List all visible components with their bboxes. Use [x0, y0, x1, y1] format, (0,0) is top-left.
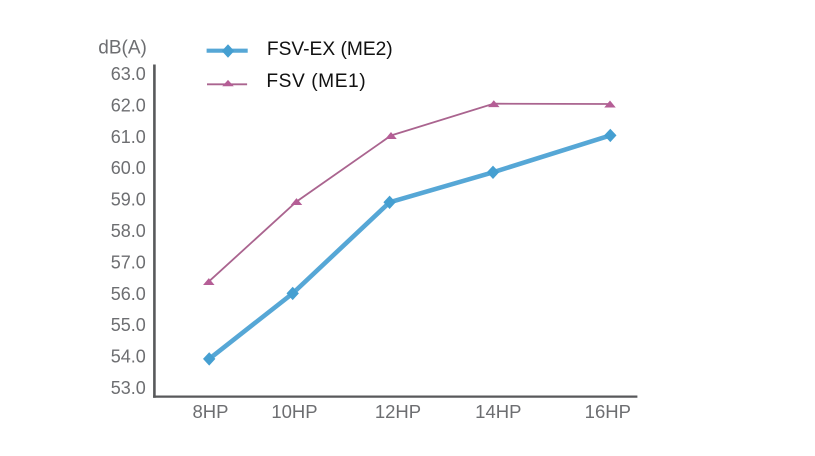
svg-text:dB(A): dB(A) — [98, 38, 147, 59]
svg-text:16HP: 16HP — [585, 401, 631, 422]
svg-text:14HP: 14HP — [475, 401, 521, 422]
svg-text:FSV (ME1): FSV (ME1) — [266, 71, 366, 92]
svg-text:62.0: 62.0 — [111, 95, 146, 115]
svg-text:FSV-EX (ME2): FSV-EX (ME2) — [267, 39, 393, 60]
svg-text:55.0: 55.0 — [111, 315, 146, 335]
svg-text:61.0: 61.0 — [111, 127, 146, 147]
svg-text:54.0: 54.0 — [111, 347, 146, 367]
svg-text:53.0: 53.0 — [111, 378, 146, 398]
svg-text:58.0: 58.0 — [111, 221, 146, 241]
svg-text:60.0: 60.0 — [111, 158, 146, 178]
svg-text:59.0: 59.0 — [111, 190, 146, 210]
svg-text:12HP: 12HP — [375, 401, 421, 422]
svg-text:57.0: 57.0 — [111, 252, 146, 272]
svg-text:8HP: 8HP — [193, 401, 229, 422]
svg-text:56.0: 56.0 — [111, 284, 146, 304]
svg-text:63.0: 63.0 — [111, 64, 146, 84]
svg-text:10HP: 10HP — [271, 401, 317, 422]
